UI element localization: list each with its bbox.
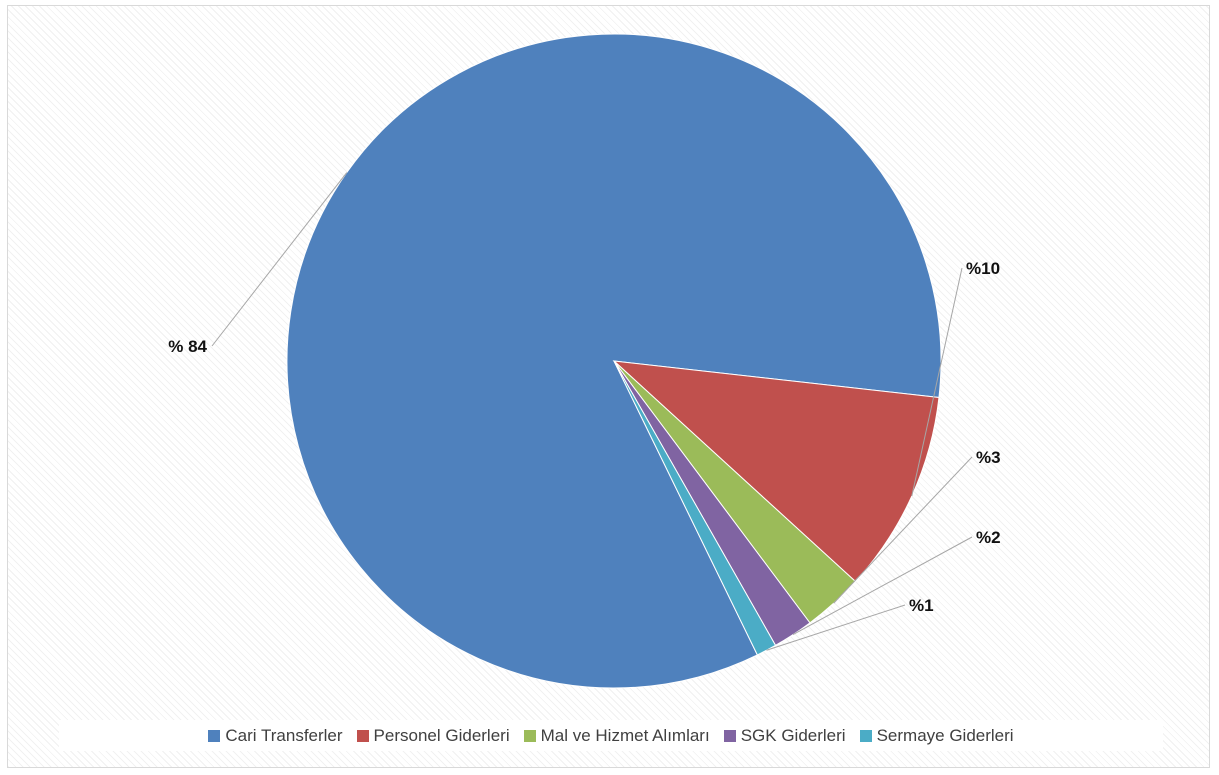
data-labels: % 84 %10 %3 %2 %1	[168, 259, 1000, 615]
legend-item-mal-ve-hizmet-alimlari: Mal ve Hizmet Alımları	[523, 725, 710, 746]
legend-item-cari-transferler: Cari Transferler	[208, 725, 343, 746]
legend-label-personel-giderleri: Personel Giderleri	[373, 725, 510, 745]
legend-label-mal-ve-hizmet-alimlari: Mal ve Hizmet Alımları	[540, 725, 710, 745]
leader-line-mal-ve-hizmet-alimlari	[833, 456, 973, 604]
legend: Cari Transferler Personel Giderleri Mal …	[59, 720, 1163, 751]
pie-slices	[286, 33, 942, 689]
leader-lines	[211, 172, 973, 651]
leader-line-sermaye-giderleri	[766, 604, 906, 651]
pie-slice-sermaye-giderleri	[613, 360, 777, 656]
legend-swatch-sermaye-giderleri	[859, 729, 872, 742]
legend-label-cari-transferler: Cari Transferler	[225, 725, 343, 745]
leader-line-cari-transferler	[211, 172, 348, 347]
data-label-sgk-giderleri: %2	[976, 528, 1001, 547]
leader-line-sgk-giderleri	[792, 536, 973, 636]
legend-swatch-sgk-giderleri	[723, 729, 736, 742]
legend-swatch-mal-ve-hizmet-alimlari	[523, 729, 536, 742]
legend-label-sermaye-giderleri: Sermaye Giderleri	[876, 725, 1014, 745]
leader-line-personel-giderleri	[911, 267, 963, 497]
legend-swatch-personel-giderleri	[356, 729, 369, 742]
legend-swatch-cari-transferler	[208, 729, 221, 742]
data-label-cari-transferler: % 84	[168, 337, 207, 356]
legend-item-sermaye-giderleri: Sermaye Giderleri	[859, 725, 1014, 746]
data-label-mal-ve-hizmet-alimlari: %3	[976, 448, 1001, 467]
legend-item-personel-giderleri: Personel Giderleri	[356, 725, 510, 746]
data-label-sermaye-giderleri: %1	[909, 596, 934, 615]
legend-label-sgk-giderleri: SGK Giderleri	[740, 725, 846, 745]
data-label-personel-giderleri: %10	[966, 259, 1000, 278]
legend-item-sgk-giderleri: SGK Giderleri	[723, 725, 846, 746]
